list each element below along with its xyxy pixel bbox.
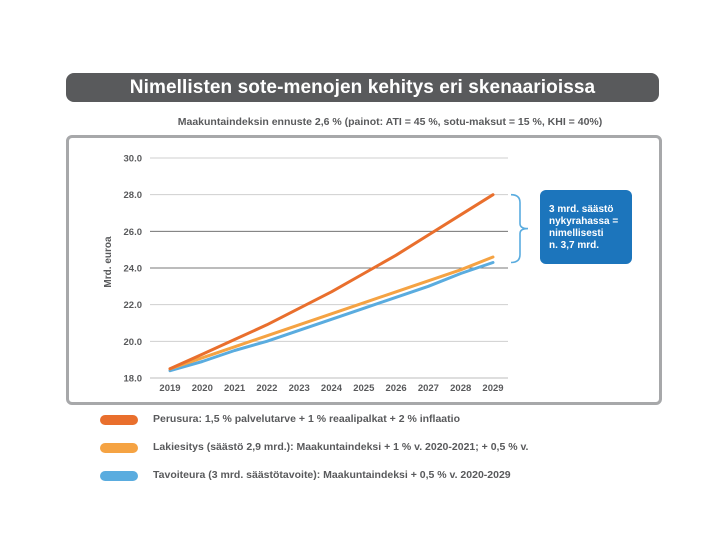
legend-label: Perusura: 1,5 % palvelutarve + 1 % reaal… xyxy=(153,413,460,425)
x-tick-label: 2029 xyxy=(482,383,503,394)
callout-line: nimellisesti xyxy=(549,228,604,239)
chart-subtitle: Maakuntaindeksin ennuste 2,6 % (painot: … xyxy=(177,116,603,128)
y-tick-label: 18.0 xyxy=(124,374,143,385)
callout-line: n. 3,7 mrd. xyxy=(549,240,600,251)
series-line-tavoiteura xyxy=(168,261,495,373)
legend-swatch xyxy=(100,443,138,453)
callout-line: nykyrahassa = xyxy=(549,216,619,227)
legend-swatch xyxy=(100,471,138,481)
x-tick-label: 2021 xyxy=(224,383,246,394)
x-tick-label: 2026 xyxy=(386,383,407,394)
savings-callout: 3 mrd. säästö nykyrahassa = nimellisesti… xyxy=(540,190,632,264)
x-tick-label: 2023 xyxy=(289,383,310,394)
x-tick-label: 2027 xyxy=(418,383,439,394)
x-tick-label: 2028 xyxy=(450,383,471,394)
x-tick-label: 2025 xyxy=(353,383,375,394)
x-tick-label: 2022 xyxy=(256,383,277,394)
legend-label: Lakiesitys (säästö 2,9 mrd.): Maakuntain… xyxy=(153,441,529,453)
y-tick-label: 26.0 xyxy=(124,227,143,238)
series-line-lakiesitys xyxy=(168,255,495,371)
y-tick-label: 24.0 xyxy=(124,264,143,275)
y-tick-label: 28.0 xyxy=(124,190,143,201)
legend-label: Tavoiteura (3 mrd. säästötavoite): Maaku… xyxy=(153,469,511,481)
series-line-perusura xyxy=(168,193,495,371)
legend-swatch xyxy=(100,415,138,425)
x-tick-label: 2019 xyxy=(159,383,180,394)
x-tick-label: 2020 xyxy=(192,383,213,394)
chart-title: Nimellisten sote-menojen kehitys eri ske… xyxy=(66,73,659,102)
y-tick-label: 20.0 xyxy=(124,337,143,348)
y-tick-label: 30.0 xyxy=(124,154,143,165)
callout-line: 3 mrd. säästö xyxy=(549,204,614,215)
y-tick-label: 22.0 xyxy=(124,300,143,311)
y-axis-label: Mrd. euroa xyxy=(103,236,114,288)
chart-frame xyxy=(66,135,662,405)
difference-bracket xyxy=(510,193,529,264)
x-tick-label: 2024 xyxy=(321,383,343,394)
